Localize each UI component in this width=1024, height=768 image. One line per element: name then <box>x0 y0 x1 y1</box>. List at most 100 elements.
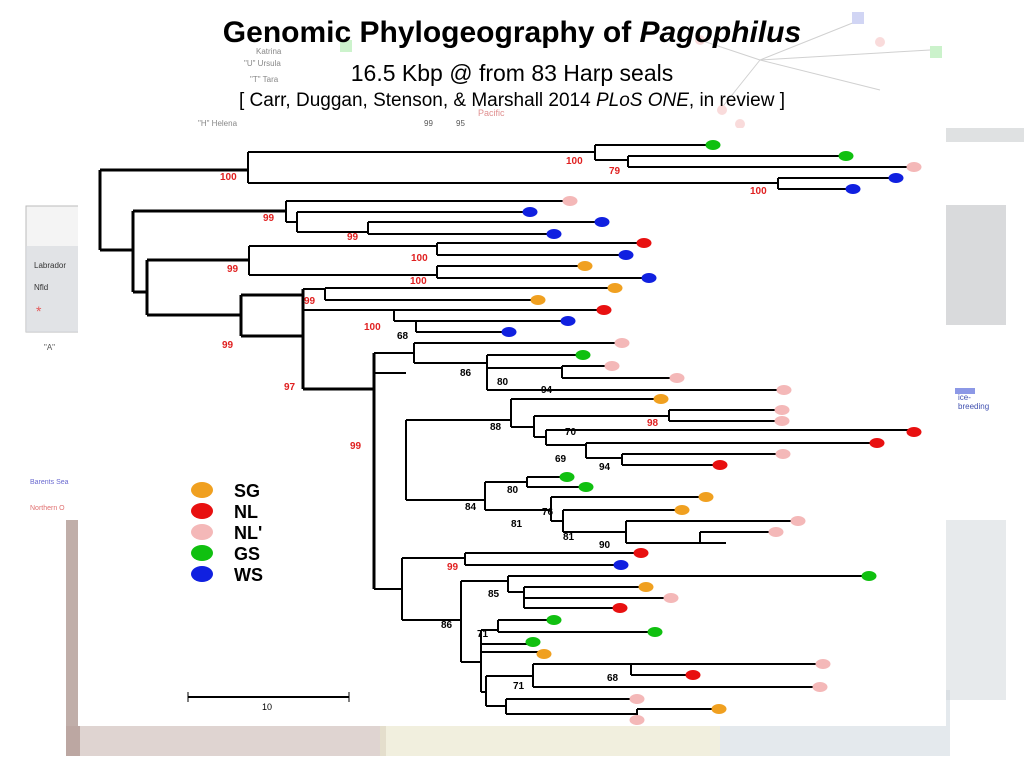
tip-marker-nl <box>633 548 649 558</box>
tip-marker-nl <box>685 670 701 680</box>
tip-marker-nlprime <box>663 593 679 603</box>
tip-marker-sg <box>530 295 546 305</box>
bootstrap-label: 100 <box>220 172 237 183</box>
tip-marker-gs <box>578 482 594 492</box>
citation-prefix: [ Carr, Duggan, Stenson, & Marshall 2014 <box>238 90 596 111</box>
bg-label-pacific: Pacific <box>478 108 505 118</box>
bg-label-ursula: "U" Ursula <box>244 59 281 68</box>
bootstrap-label: 90 <box>599 540 611 551</box>
bootstrap-label: 99 <box>263 213 275 224</box>
tip-marker-ws <box>546 229 562 239</box>
bootstrap-label: 97 <box>284 382 296 393</box>
phylogenetic-tree: 100 79 100 100 99 99 99 100 100 99 100 68 99 97 86 80 94… <box>98 140 922 725</box>
bootstrap-label: 99 <box>222 340 234 351</box>
bg-label-ice: ice- <box>958 393 971 402</box>
bootstrap-label: 71 <box>477 629 489 640</box>
bootstrap-label: 94 <box>541 385 553 396</box>
slide-citation: [ Carr, Duggan, Stenson, & Marshall 2014… <box>0 90 1024 112</box>
bootstrap-label: 68 <box>607 673 619 684</box>
bg-label-nfld: Nfld <box>34 283 48 292</box>
citation-suffix: , in review ] <box>688 90 785 111</box>
tip-marker-nlprime <box>812 682 828 692</box>
tip-marker-nl <box>712 460 728 470</box>
tip-marker-sg <box>536 649 552 659</box>
bootstrap-label: 99 <box>350 441 362 452</box>
legend-label: WS <box>234 565 263 585</box>
tip-marker-nlprime <box>776 385 792 395</box>
tip-marker-nl <box>596 305 612 315</box>
bg-label-barents: Barents Sea <box>30 479 69 486</box>
bootstrap-label: 69 <box>555 454 567 465</box>
tip-marker-nlprime <box>815 659 831 669</box>
tip-marker-nlprime <box>774 405 790 415</box>
bootstrap-label: 81 <box>563 532 575 543</box>
bootstrap-label: 70 <box>565 427 577 438</box>
title-italic: Pagophilus <box>639 16 802 49</box>
bootstrap-label: 98 <box>647 418 659 429</box>
tip-marker-nlprime <box>614 338 630 348</box>
bg-label-labrador: Labrador <box>34 261 66 270</box>
bg-label-99: 99 <box>424 119 433 128</box>
tip-marker-gs <box>838 151 854 161</box>
tip-marker-nl <box>869 438 885 448</box>
legend-label: NL <box>234 502 258 522</box>
legend-swatch-sg <box>191 482 213 498</box>
legend-swatch-gs <box>191 545 213 561</box>
tip-marker-sg <box>698 492 714 502</box>
bg-label-breeding: breeding <box>958 402 989 411</box>
tip-marker-nl <box>612 603 628 613</box>
bootstrap-label: 68 <box>397 331 409 342</box>
tip-marker-nlprime <box>629 715 645 725</box>
title-prefix: Genomic Phylogeography of <box>222 16 640 49</box>
tip-marker-sg <box>577 261 593 271</box>
bootstrap-label: 100 <box>750 186 767 197</box>
tip-marker-ws <box>501 327 517 337</box>
tip-marker-nlprime <box>774 416 790 426</box>
bootstrap-label: 71 <box>513 681 525 692</box>
bg-star-icon: * <box>36 303 42 319</box>
scale-bar-label: 10 <box>262 702 272 712</box>
legend-swatch-nlprime <box>191 524 213 540</box>
tip-marker-nlprime <box>768 527 784 537</box>
bootstrap-label: 99 <box>304 296 316 307</box>
tip-marker-gs <box>546 615 562 625</box>
bootstrap-label: 81 <box>511 519 523 530</box>
legend-label: NL' <box>234 523 262 543</box>
background-network-fragment <box>340 12 942 129</box>
bootstrap-label: 94 <box>599 462 611 473</box>
tip-marker-gs <box>559 472 575 482</box>
tip-marker-nlprime <box>562 196 578 206</box>
bootstrap-label: 100 <box>566 156 583 167</box>
bootstrap-label: 86 <box>460 368 472 379</box>
bg-label-northern: Northern O <box>30 505 65 512</box>
bootstrap-label: 88 <box>490 422 502 433</box>
legend-swatch-ws <box>191 566 213 582</box>
bg-label-katrina: Katrina <box>256 47 282 56</box>
tip-marker-gs <box>647 627 663 637</box>
legend-swatch-nl <box>191 503 213 519</box>
tip-marker-sg <box>653 394 669 404</box>
bootstrap-label: 100 <box>364 322 381 333</box>
tip-marker-sg <box>638 582 654 592</box>
bootstrap-label: 79 <box>609 166 621 177</box>
bootstrap-label: 85 <box>488 589 500 600</box>
tip-marker-nlprime <box>775 449 791 459</box>
tip-marker-nlprime <box>790 516 806 526</box>
slide-subtitle: 16.5 Kbp @ from 83 Harp seals <box>350 60 674 86</box>
tip-marker-gs <box>575 350 591 360</box>
tip-marker-ws <box>522 207 538 217</box>
tip-marker-ws <box>613 560 629 570</box>
citation-journal: PLoS ONE <box>595 90 689 111</box>
bg-label-a: "A" <box>44 343 55 352</box>
bg-label-95: 95 <box>456 119 465 128</box>
tip-marker-gs <box>525 637 541 647</box>
tip-marker-sg <box>607 283 623 293</box>
tip-marker-gs <box>861 571 877 581</box>
slide-title: Genomic Phylogeography of Pagophilus <box>0 16 1024 50</box>
bootstrap-label: 99 <box>227 264 239 275</box>
bg-label-helena: "H" Helena <box>198 119 238 128</box>
tip-marker-sg <box>711 704 727 714</box>
tip-marker-gs <box>705 140 721 150</box>
bg-label-tara: "T" Tara <box>250 75 279 84</box>
tip-marker-nl <box>906 427 922 437</box>
